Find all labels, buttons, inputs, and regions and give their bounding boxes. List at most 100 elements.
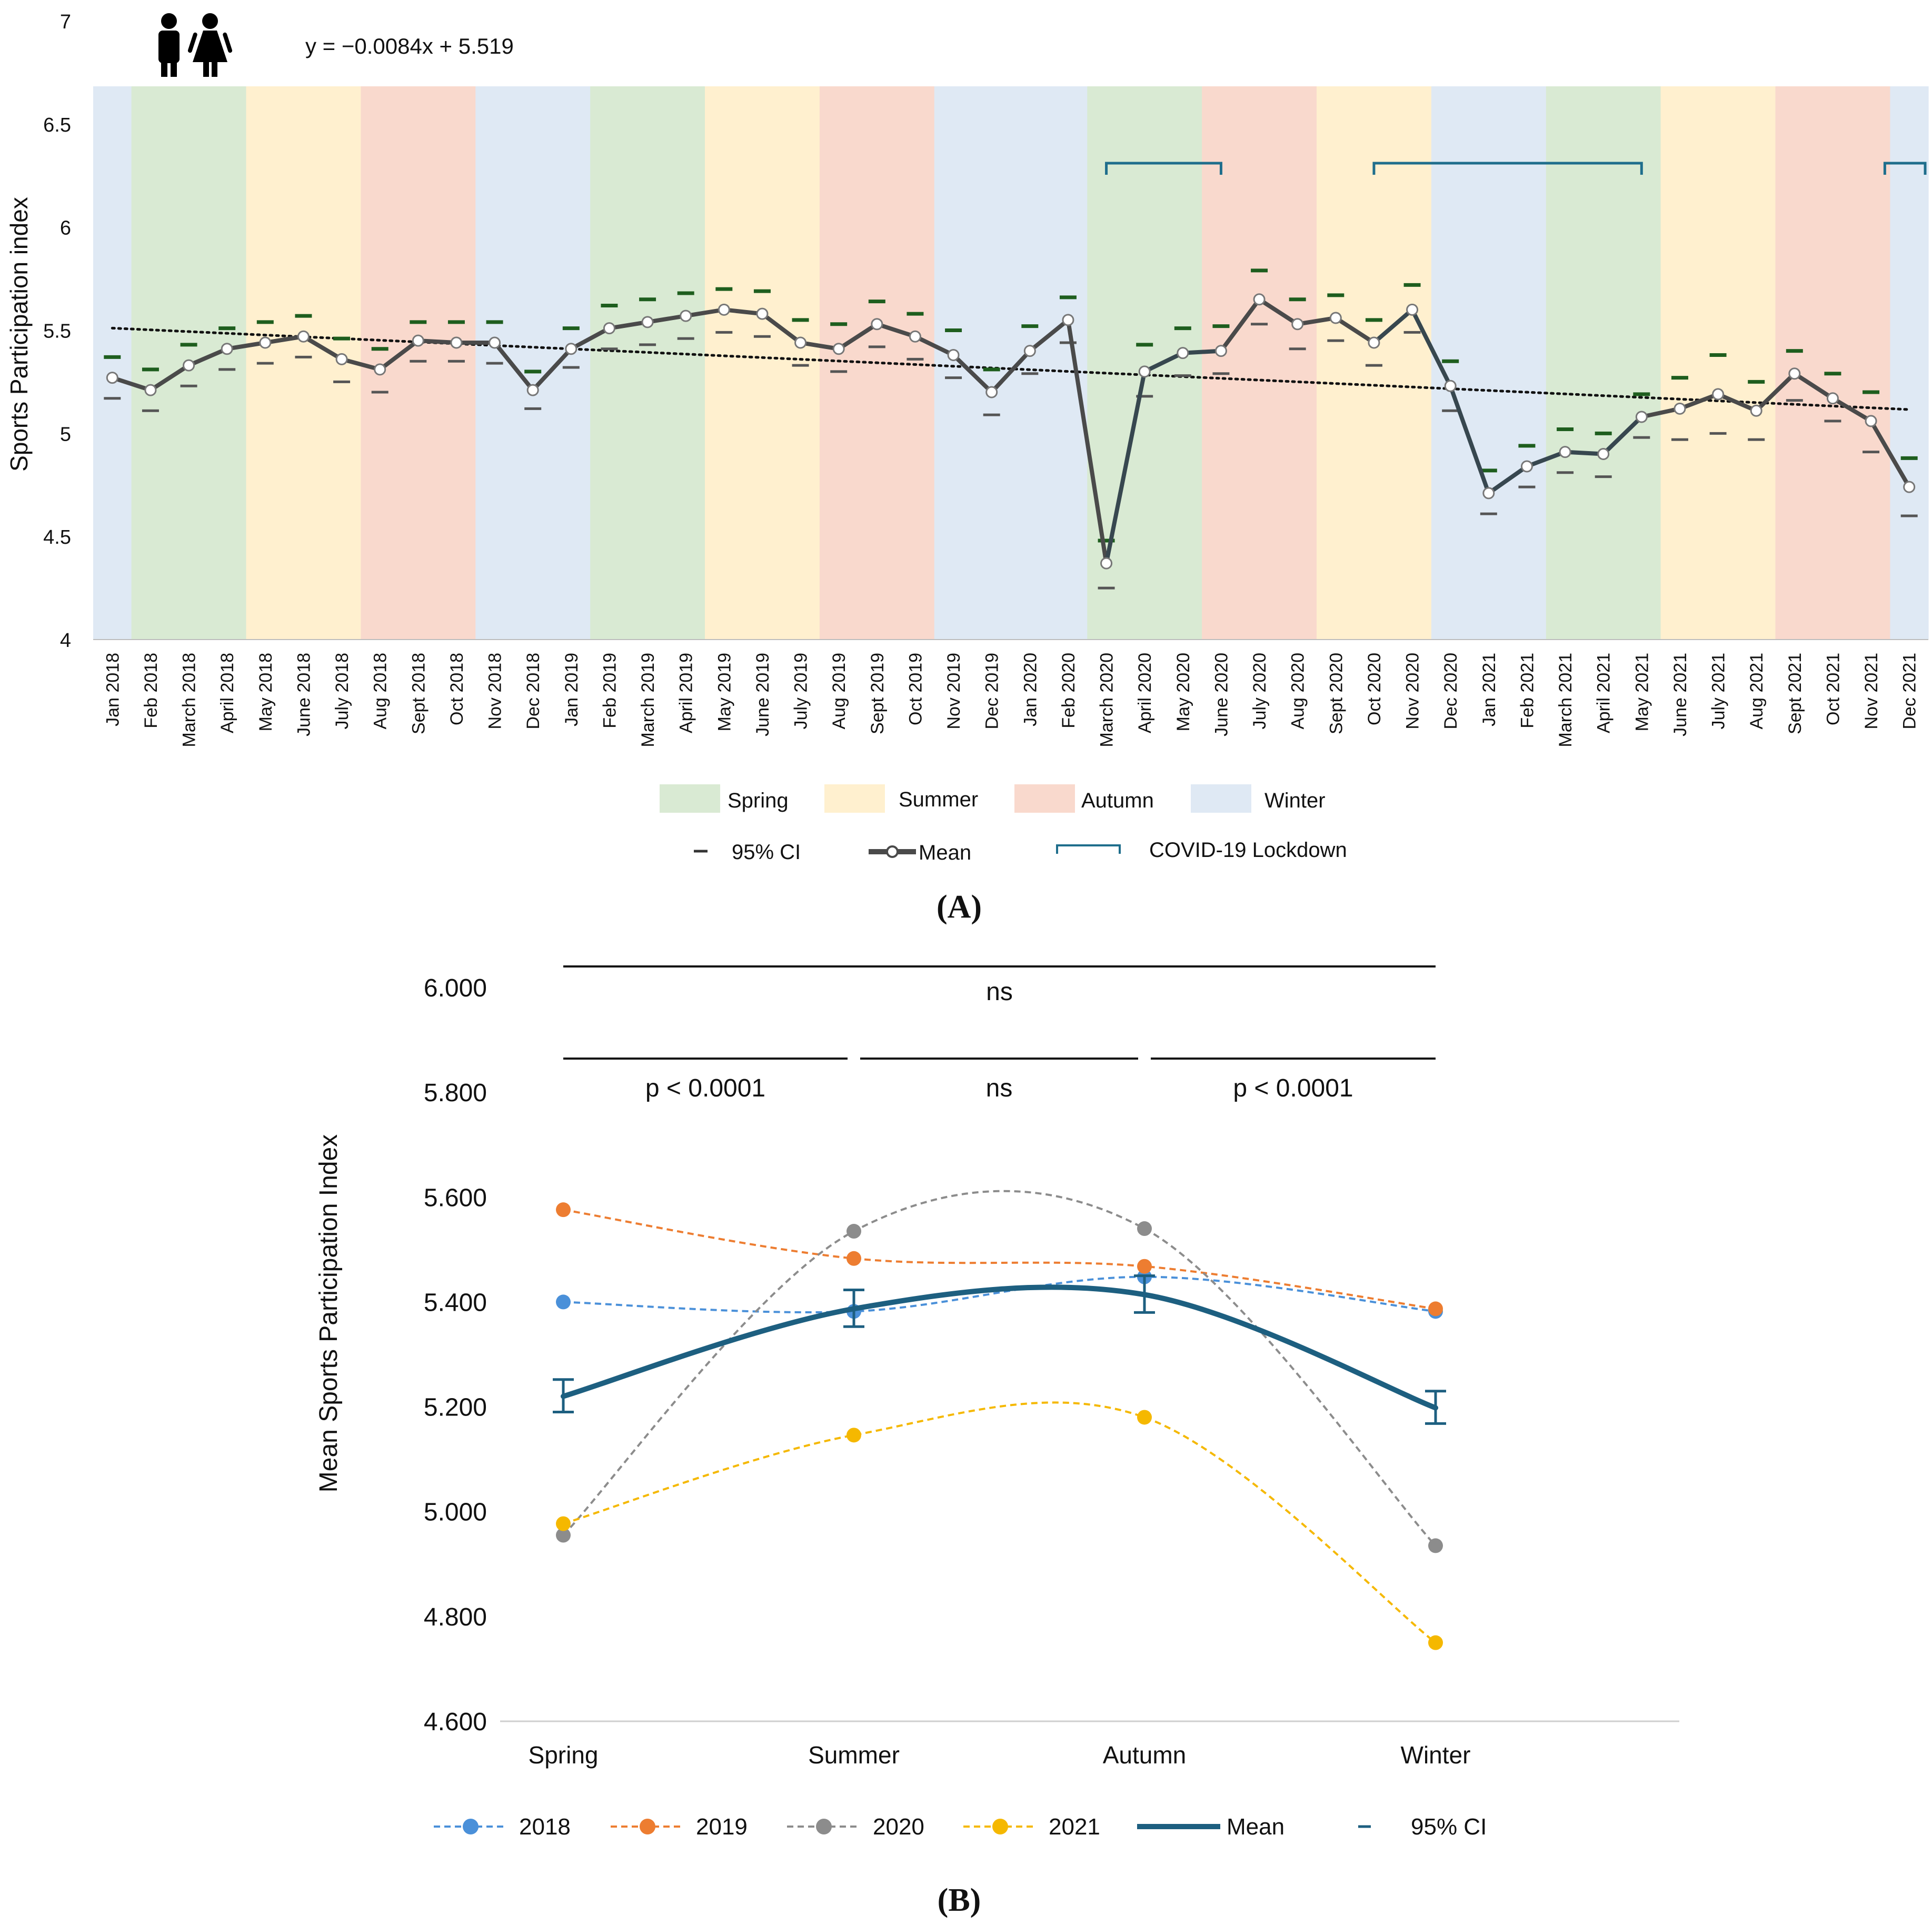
x-tick-label-june-2021: June 2021 — [1670, 653, 1690, 736]
legend-label-2021: 2021 — [1049, 1814, 1100, 1840]
mean-segment-jan-2020 — [1028, 317, 1070, 353]
x-tick-label-april-2018: April 2018 — [217, 653, 237, 733]
season-band-sept-2021 — [1775, 86, 1814, 640]
season-band-march-2019 — [628, 86, 667, 640]
mean-segment-may-2021 — [1639, 406, 1682, 419]
series-point-2021-spring — [556, 1516, 571, 1531]
b-x-tick-label-autumn: Autumn — [1103, 1741, 1187, 1769]
mean-point-nov-2020 — [1406, 303, 1419, 316]
mean-point-april-2018 — [221, 343, 233, 355]
y-tick-label-5: 5 — [60, 423, 71, 445]
season-band-march-2020 — [1087, 86, 1126, 640]
legend-label-autumn: Autumn — [1081, 789, 1154, 812]
x-tick-label-may-2021: May 2021 — [1632, 653, 1652, 731]
mean-segment-july-2021 — [1716, 392, 1759, 413]
y-tick-label-6: 6 — [60, 217, 71, 240]
mean-point-oct-2020 — [1368, 336, 1380, 349]
legend-label-2018: 2018 — [519, 1814, 571, 1840]
lockdown-bracket-2 — [1372, 162, 1643, 175]
mean-point-oct-2018 — [450, 336, 463, 349]
season-band-nov-2021 — [1851, 86, 1890, 640]
legend-lockdown-label: COVID-19 Lockdown — [1149, 839, 1347, 862]
x-tick-label-june-2018: June 2018 — [294, 653, 314, 736]
season-band-sept-2018 — [399, 86, 438, 640]
x-tick-label-aug-2021: Aug 2021 — [1747, 653, 1767, 730]
mean-point-june-2021 — [1674, 402, 1686, 415]
b-y-tick-label-5-000: 5.000 — [424, 1499, 487, 1527]
mean-segment-may-2018 — [263, 334, 306, 345]
mean-point-march-2019 — [641, 316, 654, 328]
y-tick-label-7: 7 — [60, 11, 71, 33]
x-tick-label-may-2020: May 2020 — [1173, 653, 1193, 731]
mean-series — [553, 1274, 1446, 1425]
mean-segment-aug-2020 — [1295, 316, 1338, 326]
x-tick-label-april-2020: April 2020 — [1135, 653, 1155, 733]
mean-point-dec-2018 — [526, 384, 539, 396]
x-tick-label-oct-2018: Oct 2018 — [447, 653, 467, 725]
x-tick-label-dec-2020: Dec 2020 — [1441, 653, 1461, 730]
mean-point-july-2018 — [335, 353, 348, 365]
year-series — [556, 1190, 1443, 1650]
x-tick-label-june-2020: June 2020 — [1211, 653, 1231, 736]
season-band-oct-2020 — [1355, 86, 1393, 640]
panel-a-caption: (A) — [937, 889, 982, 925]
mean-segment-nov-2021 — [1869, 418, 1911, 490]
x-tick-label-may-2018: May 2018 — [256, 653, 276, 731]
b-y-tick-label-5-200: 5.200 — [424, 1394, 487, 1422]
series-point-2018-spring — [556, 1294, 571, 1310]
x-tick-label-sept-2020: Sept 2020 — [1326, 653, 1346, 734]
series-point-2019-winter — [1428, 1301, 1443, 1316]
b-x-tick-label-winter: Winter — [1401, 1741, 1471, 1769]
mean-segment-june-2021 — [1677, 392, 1720, 411]
x-tick-label-april-2021: April 2021 — [1594, 653, 1614, 733]
x-tick-label-dec-2019: Dec 2019 — [982, 653, 1002, 730]
x-tick-labels: Jan 2018 Feb 2018 March 2018 April 2018 May … — [103, 653, 1919, 747]
series-line-2018 — [563, 1275, 1436, 1313]
x-tick-label-jan-2019: Jan 2019 — [562, 653, 582, 726]
mean-segment-aug-2018 — [377, 338, 421, 372]
season-band-feb-2020 — [1049, 86, 1088, 640]
legend-ci-label-b: 95% CI — [1411, 1814, 1487, 1840]
season-band-aug-2021 — [1737, 86, 1776, 640]
legend-marker-2020 — [816, 1819, 832, 1834]
legend-swatch-autumn — [1014, 784, 1075, 813]
mean-point-april-2019 — [680, 310, 692, 322]
panel-a-ylabel: Sports Participation index — [5, 197, 33, 472]
mean-segment-march-2021 — [1563, 450, 1606, 456]
legend-lockdown-bracket — [1056, 844, 1121, 854]
legend-label-mean: Mean — [1227, 1814, 1284, 1840]
season-band-june-2020 — [1202, 86, 1241, 640]
mean-segment-june-2019 — [760, 312, 803, 345]
legend-marker-2021 — [992, 1819, 1008, 1834]
mean-point-march-2021 — [1559, 446, 1571, 458]
season-band-may-2019 — [705, 86, 744, 640]
significance-brackets: ns p < 0.0001 ns p < 0.0001 — [563, 965, 1436, 1102]
season-band-july-2019 — [781, 86, 820, 640]
panel-b-caption: (B) — [938, 1882, 981, 1918]
mean-segment-march-2019 — [645, 314, 688, 324]
mean-segment-nov-2018 — [492, 341, 535, 393]
mean-segment-oct-2019 — [913, 334, 956, 357]
mean-point-nov-2019 — [947, 349, 960, 361]
panel-b-legend: 2018 2019 2020 2021 Mean 95% CI — [434, 1814, 1487, 1840]
mean-segment-june-2018 — [301, 334, 344, 362]
b-x-tick-label-spring: Spring — [529, 1741, 599, 1769]
x-tick-label-may-2019: May 2019 — [714, 653, 734, 731]
mean-segment-feb-2018 — [148, 363, 191, 393]
y-tick-label-5-5: 5.5 — [43, 321, 71, 343]
mean-segment-sept-2018 — [416, 338, 459, 345]
mean-segment-dec-2020 — [1448, 384, 1491, 495]
x-tick-label-jan-2021: Jan 2021 — [1479, 653, 1499, 726]
season-band-jan-2018 — [93, 86, 132, 640]
mean-point-sept-2019 — [871, 318, 883, 331]
mean-point-sept-2018 — [412, 334, 424, 347]
mean-segment-sept-2019 — [874, 322, 918, 339]
season-bands — [93, 86, 1929, 640]
mean-segment-sept-2020 — [1333, 316, 1376, 345]
panel-a-chart: 4 4.5 5 5.5 6 6.5 7 Jan 2018 Feb 2018 March 2018… — [5, 11, 1929, 925]
mean-segment-nov-2020 — [1410, 307, 1453, 388]
y-tick-label-4: 4 — [60, 630, 71, 652]
legend-swatch-summer — [824, 784, 885, 813]
mean-point-nov-2018 — [489, 336, 501, 349]
mean-point-sept-2021 — [1788, 367, 1801, 380]
